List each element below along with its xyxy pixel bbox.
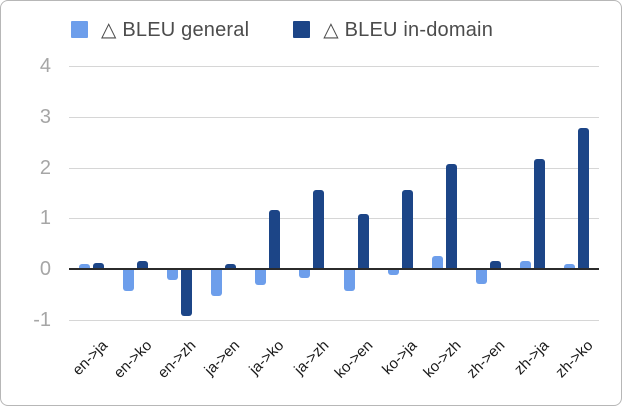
legend-label-in-domain: △ BLEU in-domain xyxy=(323,19,494,41)
bar-in-domain-zh->ko xyxy=(578,128,590,270)
x-axis-tick-label: zh->ko xyxy=(552,337,597,382)
x-axis-tick-label: zh->ja xyxy=(511,337,553,379)
y-axis-tick-label: 3 xyxy=(39,105,51,128)
gridline xyxy=(69,66,599,67)
y-axis-tick-label: 1 xyxy=(39,207,51,230)
legend-item-general: △ BLEU general xyxy=(71,17,249,42)
bar-in-domain-ko->ja xyxy=(401,189,413,270)
x-axis-tick-label: ja->zh xyxy=(290,337,332,379)
bar-in-domain-ja->zh xyxy=(313,190,325,270)
bar-general-en->ja xyxy=(78,264,90,270)
y-axis-tick-label: -1 xyxy=(33,309,51,331)
x-axis-zero-line xyxy=(69,268,599,271)
bar-general-ko->zh xyxy=(431,255,443,270)
bar-in-domain-zh->en xyxy=(490,260,502,270)
bar-general-ja->ko xyxy=(255,270,267,286)
bar-general-ko->ja xyxy=(387,270,399,276)
legend-swatch-in-domain-icon xyxy=(293,21,311,38)
x-axis-tick-label: ko->zh xyxy=(420,337,465,382)
y-axis-tick-label: 2 xyxy=(39,156,51,179)
bar-in-domain-en->zh xyxy=(180,270,192,316)
legend-label-general: △ BLEU general xyxy=(101,19,250,41)
x-axis-tick-label: ja->ko xyxy=(246,337,288,379)
y-axis-tick-label: 0 xyxy=(39,258,51,281)
x-axis-tick-label: ko->ja xyxy=(379,337,421,379)
bar-general-ko->en xyxy=(343,270,355,291)
bar-general-zh->ko xyxy=(564,264,576,270)
x-axis-tick-label: ja->en xyxy=(201,337,244,379)
x-axis-tick-label: ko->en xyxy=(331,337,377,382)
legend-item-in-domain: △ BLEU in-domain xyxy=(293,17,493,42)
legend: △ BLEU general △ BLEU in-domain xyxy=(71,17,493,42)
bar-general-ja->en xyxy=(211,270,223,296)
bar-in-domain-zh->ja xyxy=(534,158,546,270)
bar-general-ja->zh xyxy=(299,270,311,278)
bar-general-zh->en xyxy=(476,270,488,284)
x-axis-tick-label: en->zh xyxy=(154,337,200,382)
bar-in-domain-ko->zh xyxy=(445,164,457,270)
gridline xyxy=(69,167,599,169)
y-axis-tick-label: 4 xyxy=(39,55,51,77)
bar-in-domain-en->ko xyxy=(136,260,148,270)
x-axis-tick-label: zh->en xyxy=(463,337,509,382)
bar-general-zh->ja xyxy=(520,260,532,270)
bar-in-domain-en->ja xyxy=(92,263,104,270)
bar-in-domain-ja->ko xyxy=(269,209,281,270)
gridline xyxy=(69,116,599,118)
bar-in-domain-ja->en xyxy=(225,264,237,270)
bar-general-en->zh xyxy=(166,270,178,281)
x-axis-tick-label: en->ja xyxy=(69,337,112,379)
gridline xyxy=(69,218,599,220)
gridline xyxy=(69,320,599,321)
x-axis-tick-label: en->ko xyxy=(110,337,156,382)
bar-general-en->ko xyxy=(122,270,134,291)
bar-in-domain-ko->en xyxy=(357,214,369,270)
legend-swatch-general-icon xyxy=(71,21,88,38)
